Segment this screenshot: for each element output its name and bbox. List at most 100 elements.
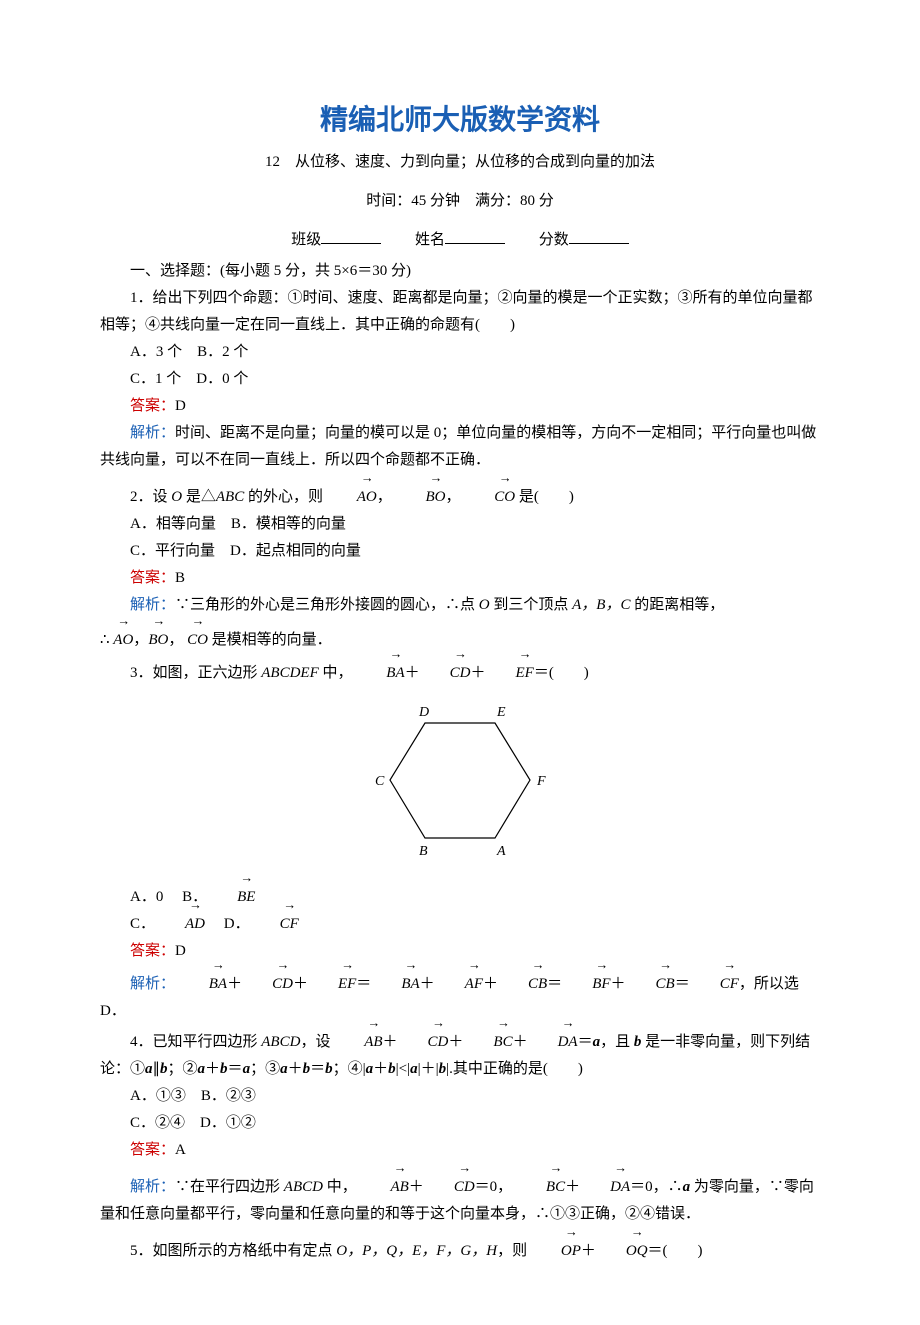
- q3-opt-d-pre: D．: [224, 916, 250, 932]
- plus: ＋: [383, 1034, 398, 1050]
- lt: |<|: [396, 1061, 410, 1077]
- q3-opt-c-pre: C．: [130, 916, 155, 932]
- vec-a: a: [593, 1034, 601, 1050]
- vec-AB: →AB: [334, 1029, 382, 1056]
- q5-stem: 5．如图所示的方格纸中有定点 O，P，Q，E，F，G，H，则 →OP＋→OQ＝(…: [100, 1238, 820, 1265]
- plus: ＋: [293, 976, 308, 992]
- q2-exp-mid: 到三个顶点: [490, 597, 573, 613]
- vec-b: b: [220, 1061, 228, 1077]
- vec-CD: →CD: [398, 1029, 449, 1056]
- q4-exp-ABCD: ABCD: [284, 1179, 323, 1195]
- q4-stem: 4．已知平行四边形 ABCD，设 →AB＋→CD＋→BC＋→DA＝a，且 b 是…: [100, 1029, 820, 1083]
- q1-opt-d: D．0 个: [196, 371, 248, 387]
- vec-CO: →CO: [464, 484, 515, 511]
- plus: ＋: [483, 976, 498, 992]
- hex-label-E: E: [496, 705, 506, 720]
- plus2: |＋|: [418, 1061, 439, 1077]
- q2-opt-d: D．起点相同的向量: [230, 543, 361, 559]
- q1-stem: 1．给出下列四个命题：①时间、速度、距离都是向量；②向量的模是一个正实数；③所有…: [100, 285, 820, 339]
- vec-BE: →BE: [207, 884, 255, 911]
- eq: ＝: [356, 976, 371, 992]
- plus: ＋: [205, 1061, 220, 1077]
- vec-BA: →BA: [179, 971, 227, 998]
- vec-AO: →AO: [327, 484, 377, 511]
- q1-options-row1: A．3 个 B．2 个: [100, 339, 820, 366]
- semi: ；②: [168, 1061, 198, 1077]
- q4-ABCD: ABCD: [261, 1034, 300, 1050]
- q2-options-row2: C．平行向量 D．起点相同的向量: [100, 538, 820, 565]
- vec-EF: →EF: [485, 660, 533, 687]
- vec-AO: →AO: [113, 627, 133, 654]
- vec-a: a: [366, 1061, 374, 1077]
- explanation-label: 解析：: [130, 597, 175, 613]
- name-label: 姓名: [415, 232, 445, 248]
- q1-explanation-text: 时间、距离不是向量；向量的模可以是 0；单位向量的模相等，方向不一定相同；平行向…: [100, 425, 816, 468]
- vec-CD: →CD: [420, 660, 471, 687]
- q3-stem-post: ＝( ): [534, 665, 589, 681]
- q1-opt-c: C．1 个: [130, 371, 181, 387]
- q2-opt-b: B．模相等的向量: [231, 516, 346, 532]
- q4-opt-c: C．②④: [130, 1115, 185, 1131]
- vec-BC: →BC: [463, 1029, 512, 1056]
- q4-exp-mid1: 中，: [323, 1179, 357, 1195]
- q4-opt-b: B．②③: [201, 1088, 256, 1104]
- q3-opt-a: A．0: [130, 889, 163, 905]
- q1-opt-a: A．3 个: [130, 344, 182, 360]
- q3-answer: 答案：D: [100, 938, 820, 965]
- plus: ＋: [420, 976, 435, 992]
- explanation-label: 解析：: [130, 1179, 175, 1195]
- hex-label-D: D: [418, 705, 429, 720]
- q2-stem-mid2: 的外心，则: [244, 489, 323, 505]
- plus: ＋: [470, 665, 485, 681]
- eq: ＝: [310, 1061, 325, 1077]
- class-blank: [321, 228, 381, 244]
- para: ∥: [153, 1061, 161, 1077]
- q2-stem-pre: 2．设: [130, 489, 171, 505]
- hex-label-A: A: [496, 844, 506, 859]
- vec-a: a: [198, 1061, 206, 1077]
- q2-answer: 答案：B: [100, 565, 820, 592]
- q5-stem-pre: 5．如图所示的方格纸中有定点: [130, 1243, 336, 1259]
- eq0: ＝0，: [475, 1179, 513, 1195]
- q2-exp-pts: A，B，C: [572, 597, 630, 613]
- plus: ＋: [409, 1179, 424, 1195]
- q2-O: O: [171, 489, 182, 505]
- q3-answer-value: D: [175, 943, 186, 959]
- q3-options-row2: C．→AD D．→CF: [100, 911, 820, 938]
- q2-exp-post2: 是模相等的向量．: [212, 632, 332, 648]
- vec-DA: →DA: [580, 1174, 630, 1201]
- vec-b: b: [160, 1061, 168, 1077]
- q2-exp-O: O: [479, 597, 490, 613]
- q3-explanation: 解析： →BA＋→CD＋→EF＝→BA＋→AF＋→CB＝→BF＋→CB＝→CF，…: [100, 971, 820, 1025]
- info-line: 班级 姓名 分数: [100, 227, 820, 254]
- vec-BA: →BA: [356, 660, 404, 687]
- answer-label: 答案：: [130, 570, 175, 586]
- spacer: [100, 1228, 820, 1238]
- q4-answer: 答案：A: [100, 1137, 820, 1164]
- vec-b: b: [303, 1061, 311, 1077]
- plus: ＋: [373, 1061, 388, 1077]
- vec-sep: ，: [133, 632, 148, 648]
- eq: ＝: [547, 976, 562, 992]
- vec-a: a: [243, 1061, 251, 1077]
- plus: ＋: [448, 1034, 463, 1050]
- vec-DA: →DA: [528, 1029, 578, 1056]
- hexagon-svg: D E F A B C: [365, 693, 555, 868]
- semi4: ；④|: [333, 1061, 366, 1077]
- vec-b: b: [325, 1061, 333, 1077]
- vec-b: b: [388, 1061, 396, 1077]
- vec-BO: →BO: [396, 484, 446, 511]
- q5-pts: O，P，Q，E，F，G，H: [336, 1243, 497, 1259]
- q4-options-row2: C．②④ D．①②: [100, 1110, 820, 1137]
- vec-CB: →CB: [498, 971, 547, 998]
- vec-CB: →CB: [626, 971, 675, 998]
- q5-stem-mid: ，则: [497, 1243, 527, 1259]
- page-title: 精编北师大版数学资料: [100, 95, 820, 145]
- q2-options-row1: A．相等向量 B．模相等的向量: [100, 511, 820, 538]
- hex-label-B: B: [419, 844, 428, 859]
- end: |.其中正确的是( ): [446, 1061, 583, 1077]
- vec-a: a: [410, 1061, 418, 1077]
- eq0: ＝0，∴: [630, 1179, 683, 1195]
- q2-stem-post: 是( ): [519, 489, 574, 505]
- explanation-label: 解析：: [130, 425, 175, 441]
